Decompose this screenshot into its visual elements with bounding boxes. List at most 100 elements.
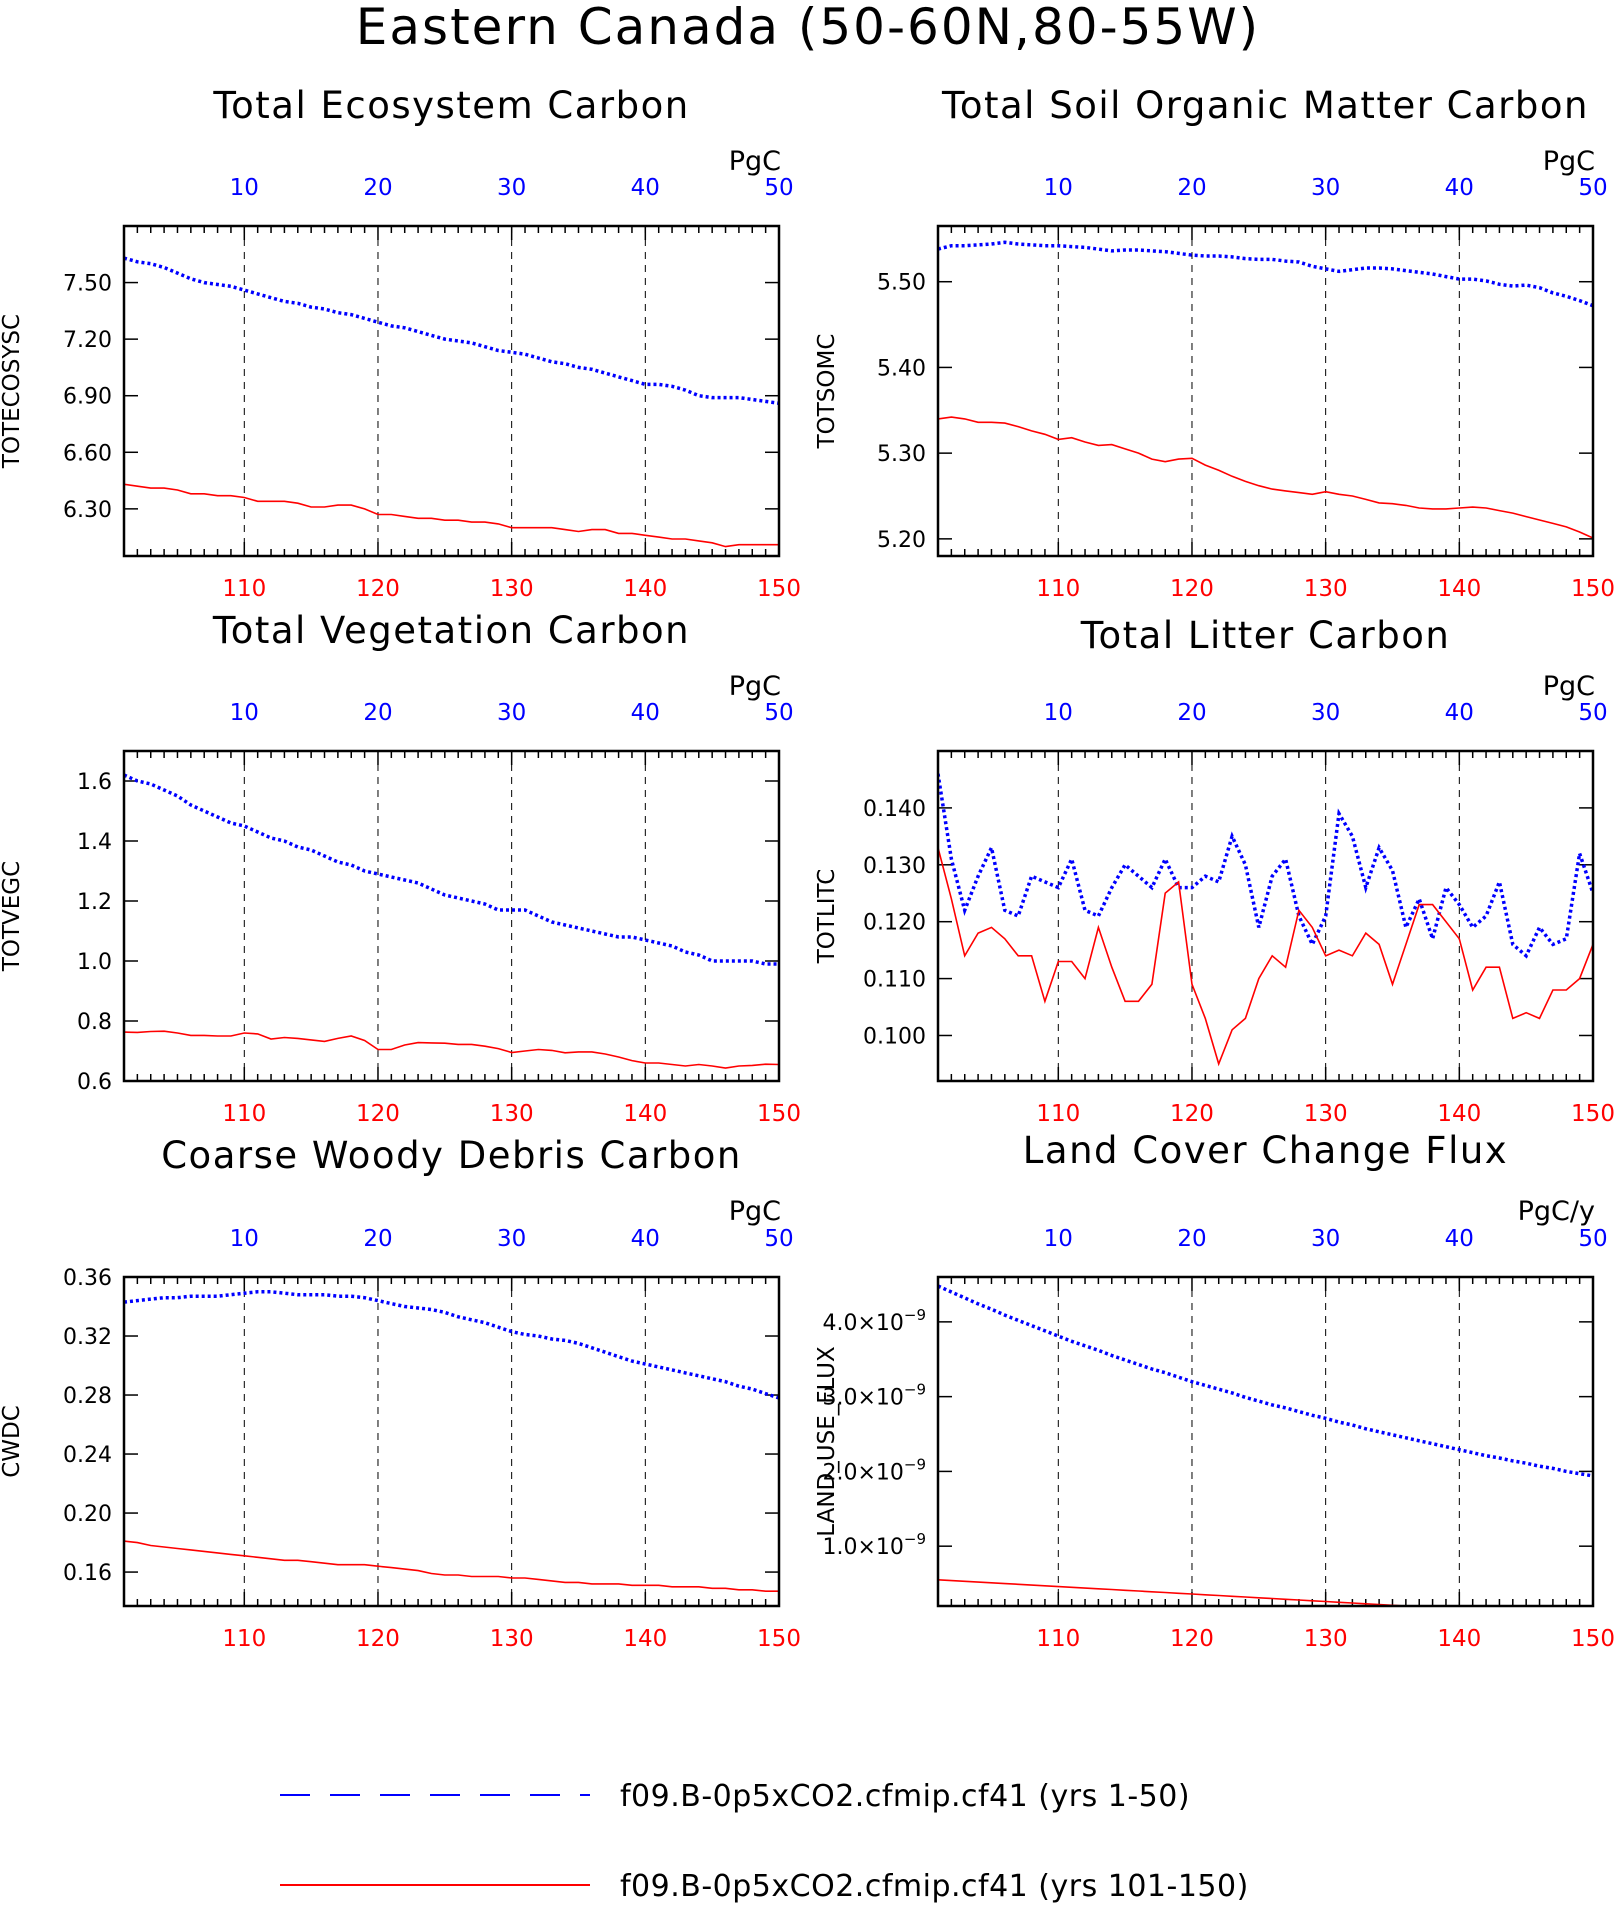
plot-frame bbox=[122, 1275, 781, 1608]
y-tick-label: 6.60 bbox=[63, 441, 112, 466]
x-top-tick-label: 50 bbox=[764, 1226, 793, 1252]
series-line-yrs-1-50 bbox=[938, 240, 1593, 308]
plot-frame bbox=[936, 749, 1595, 1083]
x-top-tick-label: 30 bbox=[1311, 1226, 1340, 1252]
y-tick-label: 0.120 bbox=[863, 911, 926, 936]
x-top-tick-label: 20 bbox=[1177, 1226, 1206, 1252]
panel-title: Coarse Woody Debris Carbon bbox=[161, 1134, 742, 1177]
y-axis-label: TOTSOMC bbox=[814, 334, 840, 450]
units-label: PgC bbox=[729, 671, 781, 702]
y-tick-label: 6.30 bbox=[63, 498, 112, 523]
x-tick-label: 150 bbox=[757, 1101, 801, 1127]
panel-title: Total Litter Carbon bbox=[1080, 614, 1451, 657]
y-tick-label: 0.28 bbox=[63, 1384, 112, 1409]
x-top-tick-label: 30 bbox=[497, 700, 526, 726]
x-top-tick-label: 10 bbox=[230, 700, 259, 726]
x-tick-label: 110 bbox=[1036, 1101, 1080, 1127]
x-tick-label: 110 bbox=[222, 576, 266, 602]
x-tick-label: 150 bbox=[1571, 1626, 1615, 1652]
x-tick-label: 150 bbox=[757, 576, 801, 602]
x-top-tick-label: 10 bbox=[230, 175, 259, 201]
series-line-yrs-101-150 bbox=[124, 1030, 779, 1069]
panel-total-soil-organic-matter-carbon: Total Soil Organic Matter Carbon PgC 110 12… bbox=[814, 84, 1615, 602]
y-tick-label: 7.20 bbox=[63, 328, 112, 353]
x-top-tick-label: 30 bbox=[497, 175, 526, 201]
series-line-yrs-101-150 bbox=[124, 1540, 779, 1592]
x-top-tick-label: 10 bbox=[1044, 175, 1073, 201]
x-tick-label: 130 bbox=[1304, 1626, 1348, 1652]
panel-total-ecosystem-carbon: Total Ecosystem Carbon PgC 110 120 130 140 150… bbox=[0, 84, 801, 602]
x-top-tick-label: 30 bbox=[1311, 700, 1340, 726]
figure-title: Eastern Canada (50-60N,80-55W) bbox=[356, 0, 1260, 56]
x-tick-label: 120 bbox=[1170, 1101, 1214, 1127]
x-tick-label: 140 bbox=[623, 576, 667, 602]
y-tick-label: 1.4 bbox=[77, 830, 112, 855]
y-tick-label: 5.50 bbox=[877, 271, 926, 296]
series-line-yrs-1-50 bbox=[938, 1284, 1593, 1478]
series-line-yrs-1-50 bbox=[124, 773, 779, 966]
units-label: PgC bbox=[729, 146, 781, 177]
x-tick-label: 130 bbox=[490, 1101, 534, 1127]
x-top-tick-label: 50 bbox=[1578, 175, 1607, 201]
x-top-tick-label: 30 bbox=[1311, 175, 1340, 201]
units-label: PgC bbox=[1543, 146, 1595, 177]
panel-title: Land Cover Change Flux bbox=[1023, 1129, 1508, 1172]
x-tick-label: 110 bbox=[1036, 1626, 1080, 1652]
x-tick-label: 130 bbox=[490, 576, 534, 602]
series-line-yrs-101-150 bbox=[124, 483, 779, 548]
x-top-tick-label: 40 bbox=[631, 700, 660, 726]
units-label: PgC/y bbox=[1518, 1196, 1595, 1227]
series-line-yrs-1-50 bbox=[124, 1290, 779, 1400]
x-top-tick-label: 20 bbox=[363, 175, 392, 201]
y-tick-label: 5.20 bbox=[877, 528, 926, 553]
plot-frame bbox=[936, 1275, 1595, 1608]
y-tick-label: 5.30 bbox=[877, 442, 926, 467]
y-tick-label: 7.50 bbox=[63, 272, 112, 297]
x-top-tick-label: 20 bbox=[1177, 700, 1206, 726]
series-line-yrs-101-150 bbox=[938, 1579, 1435, 1606]
y-tick-label: 2.0×10−9 bbox=[822, 1455, 926, 1485]
x-tick-label: 140 bbox=[623, 1626, 667, 1652]
x-top-tick-label: 40 bbox=[631, 1226, 660, 1252]
x-top-tick-label: 40 bbox=[1445, 1226, 1474, 1252]
x-tick-label: 110 bbox=[222, 1626, 266, 1652]
x-top-tick-label: 20 bbox=[363, 700, 392, 726]
x-top-tick-label: 20 bbox=[1177, 175, 1206, 201]
y-axis-label: TOTECOSYSC bbox=[0, 314, 25, 469]
x-tick-label: 140 bbox=[623, 1101, 667, 1127]
panel-title: Total Soil Organic Matter Carbon bbox=[941, 84, 1589, 127]
units-label: PgC bbox=[729, 1196, 781, 1227]
x-tick-label: 120 bbox=[356, 1101, 400, 1127]
legend: f09.B-0p5xCO2.cfmip.cf41 (yrs 1-50) f09.… bbox=[280, 1779, 1249, 1904]
x-top-tick-label: 40 bbox=[1445, 175, 1474, 201]
x-top-tick-label: 10 bbox=[230, 1226, 259, 1252]
y-tick-label: 0.36 bbox=[63, 1266, 112, 1291]
y-tick-label: 5.40 bbox=[877, 356, 926, 381]
legend-label-yrs-101-150: f09.B-0p5xCO2.cfmip.cf41 (yrs 101-150) bbox=[620, 1869, 1249, 1904]
x-tick-label: 120 bbox=[356, 576, 400, 602]
x-top-tick-label: 40 bbox=[1445, 700, 1474, 726]
plot-frame bbox=[936, 224, 1595, 558]
y-tick-label: 0.8 bbox=[77, 1010, 112, 1035]
x-top-tick-label: 10 bbox=[1044, 700, 1073, 726]
x-top-tick-label: 20 bbox=[363, 1226, 392, 1252]
x-top-tick-label: 30 bbox=[497, 1226, 526, 1252]
panel-coarse-woody-debris-carbon: Coarse Woody Debris Carbon PgC 110 120 130 14… bbox=[0, 1134, 801, 1652]
y-tick-label: 0.100 bbox=[863, 1024, 926, 1049]
panel-total-vegetation-carbon: Total Vegetation Carbon PgC 110 120 130 140 15… bbox=[0, 609, 801, 1127]
x-tick-label: 130 bbox=[490, 1626, 534, 1652]
x-tick-label: 130 bbox=[1304, 576, 1348, 602]
y-tick-label: 3.0×10−9 bbox=[822, 1381, 926, 1411]
legend-item-yrs-1-50: f09.B-0p5xCO2.cfmip.cf41 (yrs 1-50) bbox=[280, 1779, 1190, 1814]
chart-panels: Total Ecosystem Carbon PgC 110 120 130 140 150… bbox=[0, 84, 1615, 1652]
x-top-tick-label: 10 bbox=[1044, 1226, 1073, 1252]
x-top-tick-label: 50 bbox=[764, 700, 793, 726]
y-tick-label: 0.24 bbox=[63, 1443, 112, 1468]
series-line-yrs-101-150 bbox=[938, 416, 1593, 539]
y-axis-label: LAND_USE_FLUX bbox=[814, 1346, 840, 1537]
series-line-yrs-101-150 bbox=[938, 847, 1593, 1067]
y-tick-label: 0.20 bbox=[63, 1502, 112, 1527]
panel-title: Total Vegetation Carbon bbox=[212, 609, 690, 652]
x-top-tick-label: 40 bbox=[631, 175, 660, 201]
